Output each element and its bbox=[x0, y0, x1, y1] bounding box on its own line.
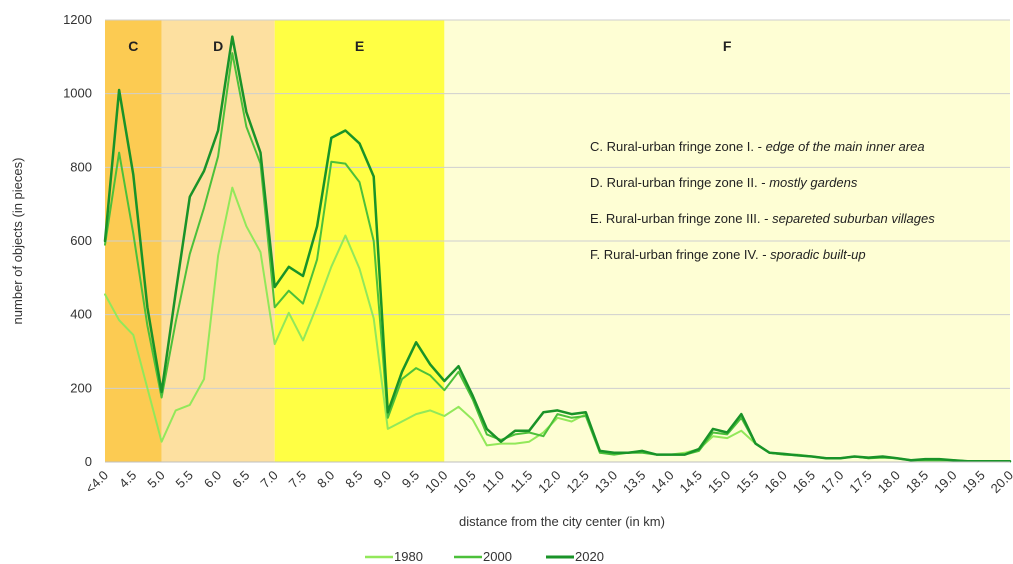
series-line-2020 bbox=[103, 35, 1012, 463]
y-tick-label: 600 bbox=[70, 233, 92, 248]
y-tick-label: 400 bbox=[70, 307, 92, 322]
x-tick-label: 13.0 bbox=[592, 468, 621, 497]
x-tick-label: 7.5 bbox=[286, 468, 309, 491]
x-tick-label: 16.5 bbox=[790, 468, 819, 497]
x-tick-label: 9.5 bbox=[399, 468, 422, 491]
x-tick-label: 15.5 bbox=[733, 468, 762, 497]
x-tick-label: 17.0 bbox=[818, 468, 847, 497]
zone-f-label: F bbox=[723, 38, 732, 54]
grid-layer bbox=[105, 19, 1010, 389]
y-tick-label: 1200 bbox=[63, 12, 92, 27]
zone-description-italic: edge of the main inner area bbox=[766, 139, 925, 154]
x-tick-label: 10.5 bbox=[450, 468, 479, 497]
zone-d-label: D bbox=[213, 38, 223, 54]
x-tick-label: 6.0 bbox=[201, 468, 224, 491]
legend-label-1980: 1980 bbox=[394, 549, 423, 564]
zone-description-1: D. Rural-urban fringe zone II. - mostly … bbox=[590, 175, 858, 190]
x-axis-title: distance from the city center (in km) bbox=[459, 514, 665, 529]
x-tick-label: 9.0 bbox=[371, 468, 394, 491]
x-tick-label: 8.0 bbox=[314, 468, 337, 491]
zone-e-label: E bbox=[355, 38, 364, 54]
x-tick-label: 6.5 bbox=[229, 468, 252, 491]
x-tick-label: 11.5 bbox=[508, 468, 536, 496]
x-tick-label: <4.0 bbox=[82, 468, 111, 497]
zone-description-italic: separeted suburban villages bbox=[772, 211, 935, 226]
x-tick-label: 18.0 bbox=[874, 468, 903, 497]
y-tick-label: 800 bbox=[70, 159, 92, 174]
annotations-layer: C. Rural-urban fringe zone I. - edge of … bbox=[590, 139, 935, 262]
x-tick-label: 19.5 bbox=[959, 468, 988, 497]
x-tick-label: 13.5 bbox=[620, 468, 649, 497]
zone-description-prefix: D. Rural-urban fringe zone II. - bbox=[590, 175, 769, 190]
zone-description-0: C. Rural-urban fringe zone I. - edge of … bbox=[590, 139, 925, 154]
x-tick-label: 19.0 bbox=[931, 468, 960, 497]
x-tick-label: 12.5 bbox=[563, 468, 592, 497]
y-tick-label: 0 bbox=[85, 454, 92, 469]
zone-description-prefix: E. Rural-urban fringe zone III. - bbox=[590, 211, 772, 226]
x-tick-label: 10.0 bbox=[422, 468, 451, 497]
x-tick-label: 17.5 bbox=[846, 468, 875, 497]
zone-description-prefix: F. Rural-urban fringe zone IV. - bbox=[590, 247, 770, 262]
x-tick-label: 16.0 bbox=[761, 468, 790, 497]
zone-description-3: F. Rural-urban fringe zone IV. - sporadi… bbox=[590, 247, 866, 262]
x-tick-label: 20.0 bbox=[988, 468, 1013, 497]
y-tick-label: 200 bbox=[70, 380, 92, 395]
legend-label-2020: 2020 bbox=[575, 549, 604, 564]
zone-description-italic: sporadic built-up bbox=[770, 247, 865, 262]
zone-c-label: C bbox=[128, 38, 138, 54]
y-axis-title: number of objects (in pieces) bbox=[10, 158, 25, 325]
x-tick-label: 5.0 bbox=[144, 468, 167, 491]
zone-description-prefix: C. Rural-urban fringe zone I. - bbox=[590, 139, 766, 154]
series-layer bbox=[103, 35, 1012, 463]
x-tick-label: 15.0 bbox=[705, 468, 734, 497]
legend-label-2000: 2000 bbox=[483, 549, 512, 564]
x-tick-label: 18.5 bbox=[903, 468, 932, 497]
x-tick-label: 14.5 bbox=[677, 468, 706, 497]
x-tick-label: 12.0 bbox=[535, 468, 564, 497]
y-tick-label: 1000 bbox=[63, 86, 92, 101]
x-tick-label: 11.0 bbox=[479, 468, 507, 496]
x-tick-label: 14.0 bbox=[648, 468, 677, 497]
x-tick-label: 8.5 bbox=[342, 468, 365, 491]
zone-description-2: E. Rural-urban fringe zone III. - separe… bbox=[590, 211, 935, 226]
zone-description-italic: mostly gardens bbox=[769, 175, 858, 190]
legend: 1980 2000 2020 bbox=[365, 549, 604, 564]
x-tick-label: 4.5 bbox=[116, 468, 139, 491]
x-tick-label: 5.5 bbox=[173, 468, 196, 491]
x-tick-label: 7.0 bbox=[257, 468, 280, 491]
